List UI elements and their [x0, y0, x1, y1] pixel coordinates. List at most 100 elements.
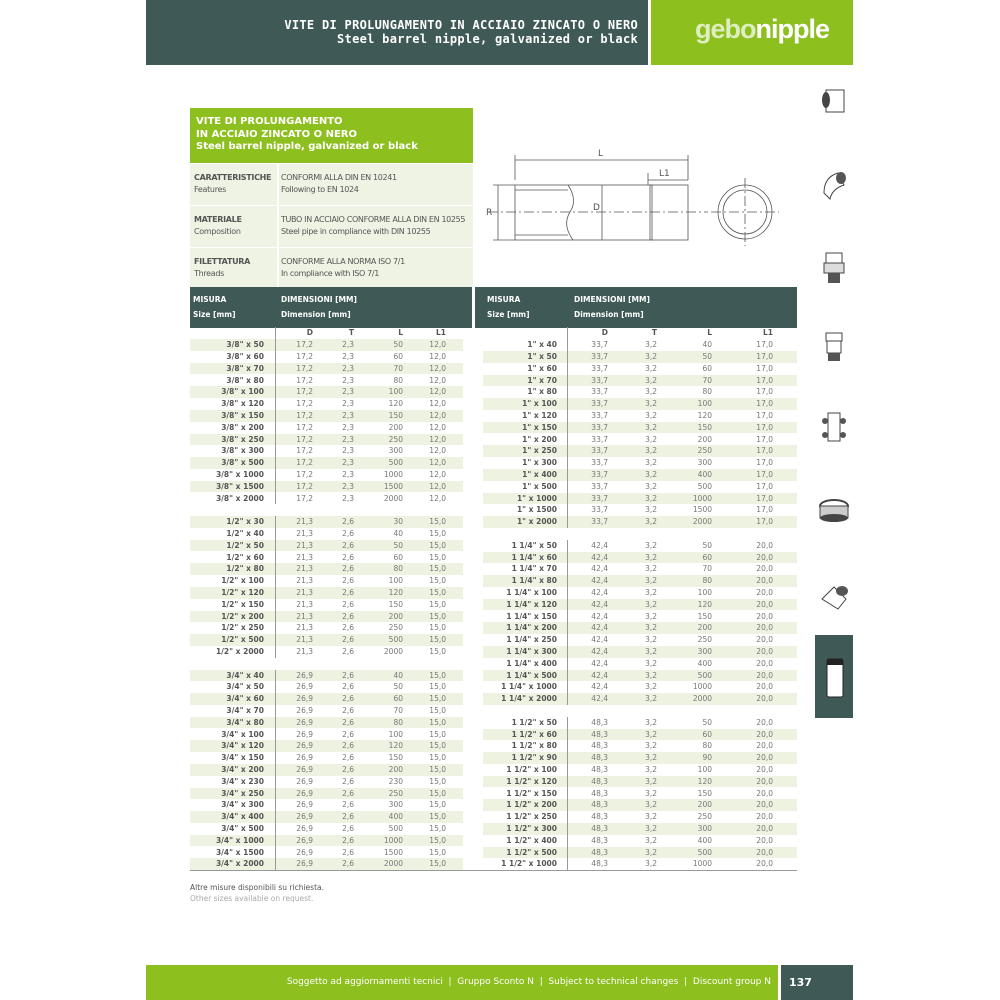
t-cell: 3,2: [645, 517, 657, 527]
d-cell: 26,9: [296, 847, 313, 857]
barrel-nipple-icon[interactable]: [816, 655, 852, 705]
size-cell: 1" x 200: [522, 434, 557, 444]
size-cell: 3/8" x 60: [226, 351, 264, 361]
d-cell: 33,7: [591, 446, 608, 456]
table-row: 3/8" x 80 17,2 2,3 80 12,0: [190, 375, 463, 387]
table-row: 3/4" x 40 26,9 2,6 40 15,0: [190, 669, 463, 682]
elbow-45-fitting-icon[interactable]: [816, 163, 852, 213]
l-cell: 200: [697, 623, 712, 633]
table-row: 3/4" x 230 26,9 2,6 230 15,0: [190, 776, 463, 788]
ring-fitting-icon[interactable]: [816, 490, 852, 540]
l-cell: 60: [702, 363, 712, 373]
size-cell: 3/4" x 150: [221, 753, 264, 763]
size-cell: 3/4" x 500: [221, 823, 264, 833]
table-header: MISURA Size [mm] DIMENSIONI [MM] Dimension…: [190, 287, 797, 328]
l-cell: 1000: [692, 859, 712, 869]
adapter-fitting-icon[interactable]: [816, 325, 852, 375]
d-cell: 42,4: [591, 552, 608, 562]
l1-cell: 20,0: [756, 753, 773, 763]
size-cell: 1 1/2" x 300: [506, 823, 557, 833]
label-en: Features: [194, 185, 226, 194]
size-cell: 1 1/4" x 50: [511, 540, 557, 550]
union-fitting-icon[interactable]: [816, 245, 852, 295]
size-cell: 3/8" x 80: [226, 375, 264, 385]
l-cell: 40: [393, 528, 403, 538]
t-cell: 2,6: [342, 564, 354, 574]
elbow-fitting-icon[interactable]: [816, 573, 852, 623]
d-cell: 17,2: [296, 340, 313, 350]
t-cell: 2,6: [342, 576, 354, 586]
t-cell: 2,3: [342, 399, 354, 409]
d-cell: 26,9: [296, 670, 313, 680]
l1-cell: 20,0: [756, 729, 773, 739]
d-cell: 21,3: [296, 576, 313, 586]
size-cell: 1" x 60: [527, 363, 557, 373]
d-cell: 48,3: [591, 835, 608, 845]
l1-cell: 15,0: [429, 847, 446, 857]
size-cell: 1 1/4" x 400: [506, 658, 557, 668]
t-cell: 2,6: [342, 729, 354, 739]
l-cell: 300: [388, 800, 403, 810]
t-cell: 3,2: [645, 682, 657, 692]
table-row: 1" x 70 33,7 3,2 70 17,0: [483, 374, 797, 387]
l-cell: 200: [697, 800, 712, 810]
l-cell: 80: [393, 375, 403, 385]
t-cell: 3,2: [645, 800, 657, 810]
l-cell: 80: [393, 564, 403, 574]
t-cell: 2,6: [342, 682, 354, 692]
l-cell: 2000: [383, 493, 403, 503]
d-cell: 21,3: [296, 599, 313, 609]
l-cell: 50: [393, 682, 403, 692]
l-cell: 70: [393, 705, 403, 715]
l1-cell: 15,0: [429, 599, 446, 609]
l1-cell: 12,0: [429, 493, 446, 503]
t-cell: 2,3: [342, 469, 354, 479]
d-cell: 21,3: [296, 564, 313, 574]
table-row: 1/2" x 500 21,3 2,6 500 15,0: [190, 634, 463, 646]
l1-cell: 15,0: [429, 670, 446, 680]
table-row: 3/8" x 1500 17,2 2,3 1500 12,0: [190, 480, 463, 493]
table-row: 3/4" x 100 26,9 2,6 100 15,0: [190, 729, 463, 741]
size-cell: 1 1/4" x 70: [511, 564, 557, 574]
l-cell: 500: [388, 823, 403, 833]
l-cell: 100: [388, 729, 403, 739]
t-cell: 2,3: [342, 351, 354, 361]
tee-fitting-icon[interactable]: [816, 80, 852, 130]
table-row: 1 1/2" x 60 48,3 3,2 60 20,0: [483, 728, 797, 741]
l1-cell: 15,0: [429, 800, 446, 810]
size-cell: 3/4" x 400: [221, 812, 264, 822]
d-cell: 17,2: [296, 458, 313, 468]
nipple-technical-drawing: L L1 R D: [486, 149, 779, 246]
l1-cell: 15,0: [429, 635, 446, 645]
l-cell: 400: [697, 469, 712, 479]
l-cell: 70: [702, 375, 712, 385]
l1-cell: 20,0: [756, 552, 773, 562]
size-cell: 1/2" x 40: [226, 528, 264, 538]
size-cell: 1 1/4" x 2000: [501, 694, 557, 704]
table-row: 1" x 250 33,7 3,2 250 17,0: [483, 445, 797, 458]
l1-cell: 20,0: [756, 646, 773, 656]
l-cell: 100: [388, 576, 403, 586]
table-row: 1 1/2" x 120 48,3 3,2 120 20,0: [483, 775, 797, 788]
size-cell: 3/8" x 50: [226, 340, 264, 350]
table-row: 1/2" x 2000 21,3 2,6 2000 15,0: [190, 646, 463, 658]
table-row: 3/4" x 80 26,9 2,6 80 15,0: [190, 716, 463, 729]
l1-cell: 20,0: [756, 788, 773, 798]
size-cell: 3/8" x 300: [221, 446, 264, 456]
l1-cell: 20,0: [756, 764, 773, 774]
table-row: 1" x 1500 33,7 3,2 1500 17,0: [483, 504, 797, 516]
d-cell: 21,3: [296, 552, 313, 562]
size-it: MISURA: [193, 295, 227, 304]
t-cell: 3,2: [645, 576, 657, 586]
l1-cell: 20,0: [756, 694, 773, 704]
t-cell: 2,3: [342, 363, 354, 373]
l-cell: 70: [702, 564, 712, 574]
table-row: 3/8" x 50 17,2 2,3 50 12,0: [190, 339, 463, 351]
d-cell: 21,3: [296, 517, 313, 527]
size-cell: 1/2" x 60: [226, 552, 264, 562]
t-cell: 3,2: [645, 694, 657, 704]
l1-cell: 12,0: [429, 399, 446, 409]
d-cell: 17,2: [296, 434, 313, 444]
l-cell: 150: [697, 788, 712, 798]
clamp-fitting-icon[interactable]: [816, 405, 852, 455]
